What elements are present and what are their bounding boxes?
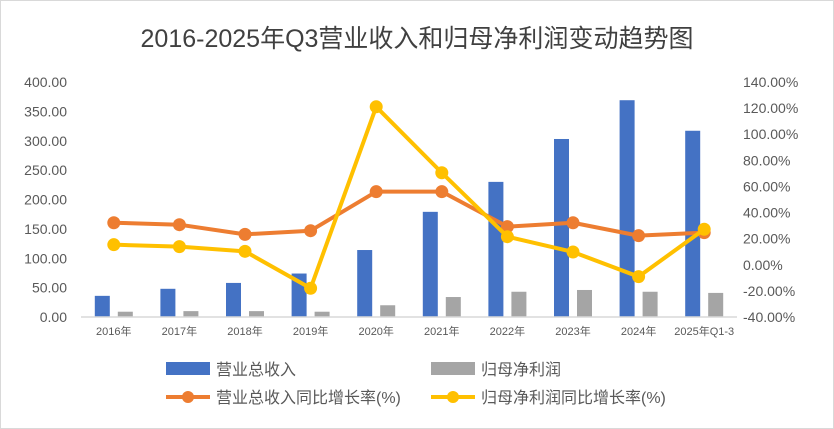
point-revenue-growth <box>238 227 252 241</box>
point-profit-growth <box>566 245 580 259</box>
legend-marker <box>182 391 194 403</box>
left-axis-tick: 200.00 <box>24 192 67 208</box>
x-axis-tick: 2024年 <box>621 324 656 338</box>
left-axis-tick: 100.00 <box>24 250 67 266</box>
right-axis-tick: 0.00% <box>743 257 783 273</box>
bar-net-profit <box>314 311 330 317</box>
chart-title: 2016-2025年Q3营业收入和归母净利润变动趋势图 <box>141 25 694 53</box>
legend-swatch <box>431 362 475 375</box>
legend-swatch <box>166 362 210 375</box>
point-profit-growth <box>632 270 646 284</box>
x-axis-tick: 2017年 <box>162 324 197 338</box>
left-axis-tick: 0.00 <box>40 309 67 325</box>
bar-revenue <box>357 250 373 317</box>
bar-net-profit <box>445 297 461 317</box>
point-profit-growth <box>172 240 186 254</box>
x-axis-tick: 2025年Q1-3 <box>674 324 734 338</box>
line-profit-growth <box>113 104 706 291</box>
point-revenue-growth <box>369 185 383 199</box>
point-profit-growth <box>238 244 252 258</box>
x-axis-tick: 2021年 <box>424 324 459 338</box>
point-revenue-growth <box>304 224 318 238</box>
bar-net-profit <box>117 311 133 317</box>
right-axis-tick: 60.00% <box>743 178 790 194</box>
bar-net-profit <box>511 291 527 317</box>
bar-revenue <box>226 282 241 317</box>
left-axis-tick: 50.00 <box>32 280 67 296</box>
legend-label: 归母净利润 <box>481 361 561 379</box>
left-axis-tick: 350.00 <box>24 103 67 119</box>
right-axis-tick: 100.00% <box>743 126 798 142</box>
right-axis-tick: 120.00% <box>743 100 798 116</box>
point-revenue-growth <box>566 216 580 230</box>
left-axis-tick: 300.00 <box>24 133 67 149</box>
point-revenue-growth <box>435 185 449 199</box>
right-axis-tick: 40.00% <box>743 205 790 221</box>
legend-marker <box>447 391 459 403</box>
x-axis-tick: 2022年 <box>490 324 525 338</box>
point-profit-growth <box>435 166 449 180</box>
legend-label: 归母净利润同比增长率(%) <box>481 389 666 407</box>
x-axis-tick: 2020年 <box>358 324 393 338</box>
bar-net-profit <box>642 291 658 317</box>
point-profit-growth <box>107 238 121 252</box>
bar-net-profit <box>380 305 396 317</box>
left-axis-tick: 400.00 <box>24 74 67 90</box>
right-axis-tick: 80.00% <box>743 152 790 168</box>
legend-label: 营业总收入同比增长率(%) <box>216 389 401 407</box>
bar-net-profit <box>577 289 592 317</box>
point-revenue-growth <box>107 216 121 230</box>
right-axis-tick: 140.00% <box>743 74 798 90</box>
legend-label: 营业总收入 <box>216 361 296 379</box>
bar-net-profit <box>708 292 724 317</box>
bar-net-profit <box>183 311 199 317</box>
bar-revenue <box>160 288 176 317</box>
bar-revenue <box>619 100 635 318</box>
x-axis-tick: 2018年 <box>227 324 262 338</box>
bar-revenue <box>685 130 701 317</box>
x-axis-tick: 2019年 <box>293 324 328 338</box>
point-revenue-growth <box>500 220 514 234</box>
x-axis-tick: 2016年 <box>96 324 131 338</box>
point-revenue-growth <box>172 218 186 232</box>
point-profit-growth <box>304 281 318 295</box>
line-revenue-growth <box>113 189 705 238</box>
right-axis-tick: 20.00% <box>743 231 790 247</box>
point-profit-growth <box>369 100 383 114</box>
bar-revenue <box>94 295 110 317</box>
left-axis-tick: 250.00 <box>24 162 67 178</box>
bar-revenue <box>554 138 569 317</box>
left-axis-tick: 150.00 <box>24 221 67 237</box>
point-profit-growth <box>500 230 514 244</box>
bar-net-profit <box>249 311 264 317</box>
right-axis-tick: -40.00% <box>743 309 795 325</box>
x-axis-tick: 2023年 <box>555 324 590 338</box>
point-profit-growth <box>697 222 711 236</box>
bar-revenue <box>422 211 438 317</box>
point-revenue-growth <box>632 229 646 243</box>
bar-revenue <box>488 181 504 317</box>
right-axis-tick: -20.00% <box>743 283 795 299</box>
